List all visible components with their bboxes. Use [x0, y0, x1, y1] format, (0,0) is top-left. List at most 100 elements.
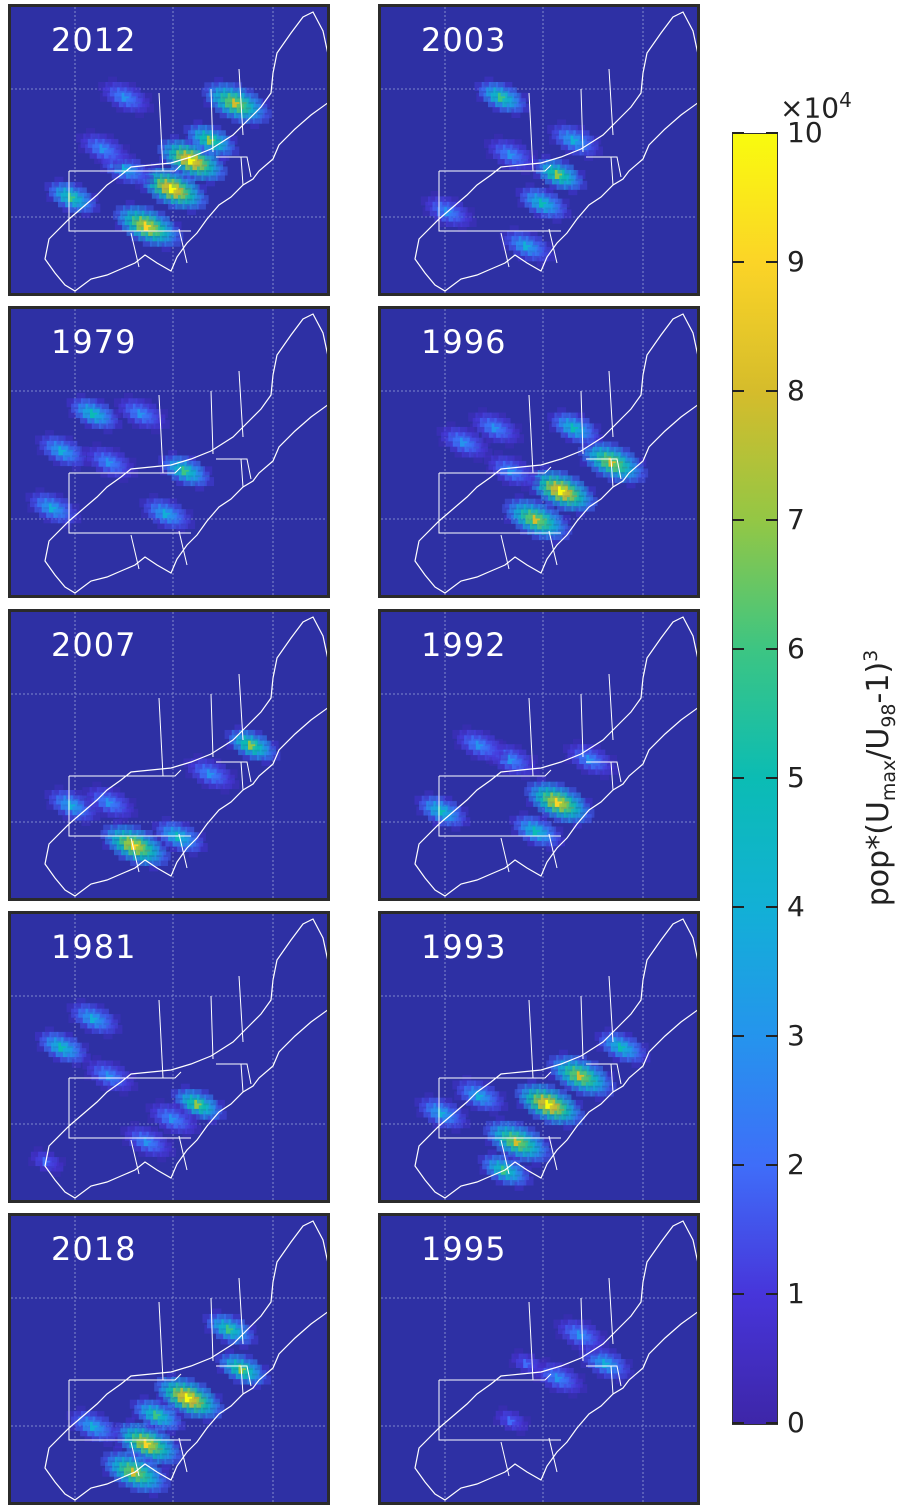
state-border [238, 370, 244, 438]
heat-cell [60, 1053, 70, 1063]
heat-cell [485, 1120, 495, 1130]
heat-cell [54, 176, 64, 186]
heat-cell [95, 803, 105, 813]
heat-cell [164, 1415, 174, 1425]
heat-cell [224, 1313, 234, 1323]
heat-cell [586, 146, 596, 156]
heat-cell [188, 155, 197, 165]
heat-cell [615, 1048, 625, 1058]
heat-cell [627, 1037, 637, 1047]
heat-cell [584, 1330, 594, 1340]
heat-cell [545, 1099, 555, 1109]
heat-cell [115, 452, 125, 462]
heat-cell [561, 514, 571, 524]
colorbar-tick [732, 648, 744, 650]
heat-cell [108, 414, 118, 424]
heat-cell [213, 1105, 223, 1115]
heat-cell [530, 815, 540, 825]
heat-cell [519, 471, 529, 481]
heat-cell [132, 216, 141, 226]
heat-cell [541, 837, 551, 847]
heat-cell [553, 1319, 563, 1329]
heat-cell [578, 180, 588, 190]
heat-cell [594, 1092, 604, 1102]
heat-cell [524, 198, 534, 208]
heat-cell [117, 1451, 127, 1461]
state-border [528, 1301, 534, 1381]
heat-cell [530, 765, 540, 775]
heat-cell [499, 1102, 509, 1112]
heat-cell [532, 826, 542, 836]
heat-cell [590, 1346, 600, 1356]
state-border [528, 999, 534, 1079]
heat-cell [124, 1076, 134, 1086]
colorbar-tick [766, 261, 778, 263]
heat-cell [100, 1456, 110, 1466]
heat-cell [179, 144, 188, 154]
heat-cell [488, 82, 498, 91]
heat-cell [468, 740, 478, 750]
heat-cell [447, 1103, 457, 1113]
heat-cell [528, 509, 538, 519]
heat-cell [53, 457, 62, 467]
colorbar-tick [732, 261, 744, 263]
heat-cell [556, 525, 566, 535]
heat-cell [174, 514, 184, 524]
heat-cell [114, 846, 123, 856]
heat-cell [542, 808, 552, 818]
heat-cell [192, 1089, 202, 1099]
heat-cell [68, 1421, 78, 1431]
heat-cell [565, 434, 575, 444]
heat-cell [509, 815, 519, 825]
heat-cell [194, 837, 204, 847]
heat-cell [552, 214, 562, 224]
heat-cell [150, 237, 159, 247]
heat-cell [474, 82, 484, 91]
heat-cell [501, 418, 511, 427]
heat-cell [139, 1394, 149, 1404]
heat-cell [492, 1154, 502, 1164]
heat-cell [87, 1019, 97, 1029]
heat-cell [513, 246, 523, 256]
heat-cell [546, 1083, 556, 1093]
heat-cell [534, 1364, 544, 1374]
heat-cell [553, 531, 563, 541]
heat-cell [58, 498, 68, 508]
heat-cell [135, 180, 145, 190]
heat-cell [569, 491, 579, 501]
heat-cell [76, 1405, 86, 1415]
heat-cell [185, 826, 195, 836]
heat-cell [135, 398, 145, 408]
heat-cell [105, 1071, 115, 1081]
heat-cell [114, 398, 123, 408]
heat-cell [483, 740, 492, 750]
heat-cell [456, 811, 466, 821]
heat-cell [593, 1348, 603, 1358]
heat-cell [124, 803, 134, 813]
heat-cell [438, 437, 448, 447]
heat-cell [497, 92, 507, 102]
heat-cell [125, 403, 135, 413]
heat-cell [508, 241, 518, 251]
heat-cell [594, 146, 603, 156]
heat-cell [172, 221, 182, 231]
heat-cell [222, 103, 232, 113]
heat-cell [178, 195, 187, 205]
heat-cell [563, 135, 573, 145]
heat-cell [94, 1065, 104, 1075]
colorbar-tick [766, 1035, 778, 1037]
heat-cell [560, 787, 570, 797]
heat-cell [492, 1137, 502, 1147]
heat-cell [241, 1359, 251, 1369]
heat-cell [173, 1387, 183, 1397]
heat-cell [117, 216, 127, 226]
heat-cell [534, 193, 544, 203]
heat-cell [541, 193, 551, 203]
colorbar-tick [732, 390, 744, 392]
heat-cell [150, 1473, 159, 1483]
heat-cell [119, 1462, 129, 1472]
heat-cell [484, 751, 494, 761]
heat-cell [535, 1105, 545, 1115]
heat-cell [162, 1421, 172, 1431]
heat-cell [91, 419, 101, 429]
